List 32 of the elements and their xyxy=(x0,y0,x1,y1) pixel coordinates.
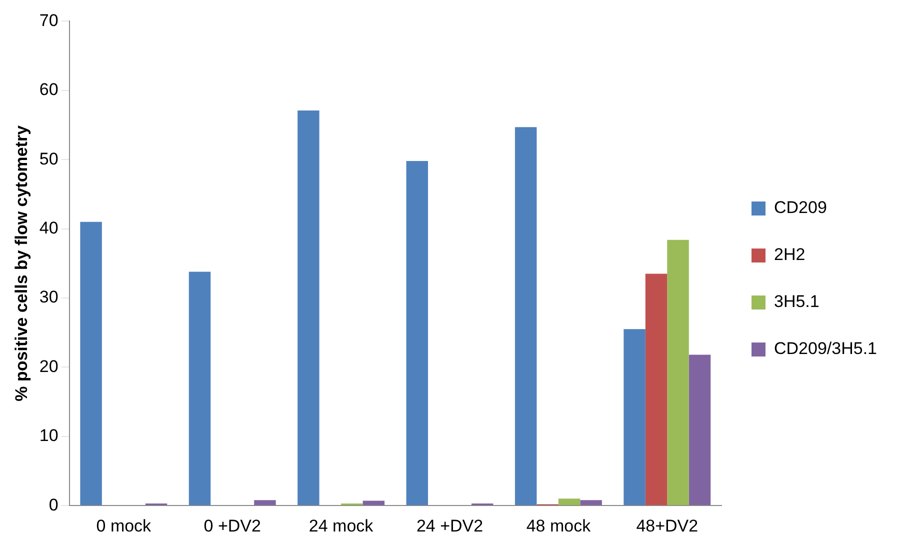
bar xyxy=(624,329,646,506)
legend-label: CD209/3H5.1 xyxy=(774,339,878,358)
bar xyxy=(254,500,276,506)
y-tick-label: 0 xyxy=(48,495,58,514)
y-tick-label: 20 xyxy=(39,356,58,376)
bar xyxy=(362,500,385,506)
y-tick-label: 30 xyxy=(39,288,58,307)
y-tick-label: 60 xyxy=(39,80,58,100)
y-tick-label: 50 xyxy=(39,149,58,168)
bar xyxy=(188,272,211,506)
x-tick-label: 48+DV2 xyxy=(636,516,698,536)
x-tick-label: 24 +DV2 xyxy=(416,516,484,536)
bar xyxy=(580,500,602,506)
x-tick-label: 0 mock xyxy=(96,516,152,536)
bar xyxy=(688,354,711,506)
legend-label: CD209 xyxy=(774,198,827,218)
y-tick-label: 40 xyxy=(39,218,58,238)
x-tick-label: 24 mock xyxy=(308,516,374,536)
y-tick-label: 70 xyxy=(39,10,58,30)
bar xyxy=(80,222,102,506)
y-axis-title: % positive cells by flow cytometry xyxy=(12,124,31,402)
legend-label: 3H5.1 xyxy=(774,292,820,312)
y-tick-label: 10 xyxy=(39,426,58,446)
bar xyxy=(667,240,689,506)
legend-label: 2H2 xyxy=(774,245,806,264)
bar xyxy=(406,160,428,506)
x-tick-label: 0 +DV2 xyxy=(204,516,261,536)
x-tick-label: 48 mock xyxy=(526,516,592,536)
bar xyxy=(514,127,537,506)
bar xyxy=(645,274,668,506)
bar xyxy=(558,498,580,506)
bar xyxy=(298,110,320,506)
